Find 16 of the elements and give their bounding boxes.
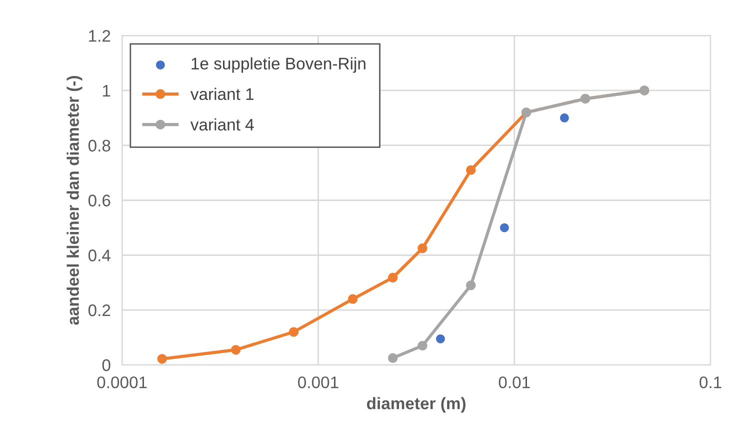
y-tick-label: 1.2 bbox=[89, 30, 110, 42]
legend-label: variant 4 bbox=[190, 118, 254, 131]
y-axis-title: aandeel kleiner dan diameter (-) bbox=[66, 76, 82, 325]
y-tick-label: 1 bbox=[102, 85, 110, 97]
legend-label: variant 1 bbox=[190, 88, 254, 100]
x-tick-label: 0.1 bbox=[700, 376, 722, 388]
y-tick-label: 0.8 bbox=[88, 140, 110, 152]
x-tick-label: 0.01 bbox=[498, 376, 530, 388]
x-axis-title: diameter (m) bbox=[366, 397, 466, 413]
x-tick-label: 0.001 bbox=[298, 376, 338, 388]
x-tick-label: 0.0001 bbox=[97, 376, 147, 388]
y-tick-label: 0.4 bbox=[88, 250, 110, 262]
legend-label: 1e suppletie Boven-Rijn bbox=[192, 57, 366, 73]
y-tick-label: 0.6 bbox=[88, 194, 110, 206]
y-tick-label: 0 bbox=[102, 359, 110, 372]
y-tick-label: 0.2 bbox=[88, 304, 110, 316]
